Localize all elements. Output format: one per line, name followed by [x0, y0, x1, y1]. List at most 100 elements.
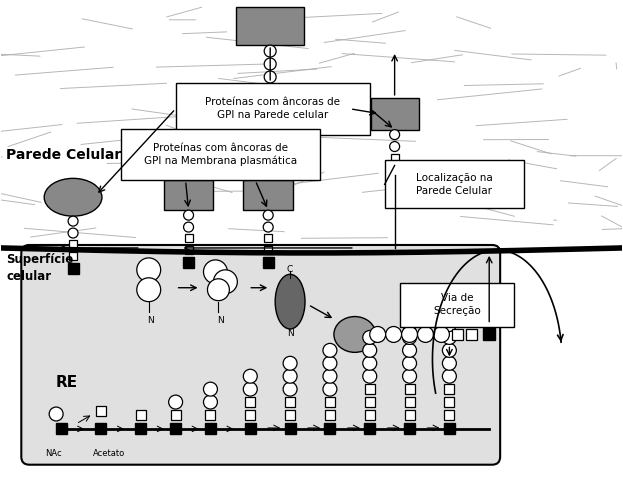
Bar: [364, 424, 375, 434]
FancyBboxPatch shape: [384, 161, 524, 208]
Bar: [325, 410, 335, 420]
Circle shape: [442, 343, 457, 357]
Circle shape: [137, 278, 161, 302]
Circle shape: [402, 331, 417, 345]
Bar: [285, 397, 295, 407]
Circle shape: [169, 395, 183, 409]
Bar: [96, 406, 106, 416]
Bar: [285, 424, 295, 434]
Circle shape: [402, 369, 417, 383]
Circle shape: [442, 318, 457, 332]
Bar: [265, 109, 275, 120]
Circle shape: [204, 260, 227, 284]
Circle shape: [184, 210, 194, 220]
Bar: [444, 424, 455, 434]
Circle shape: [263, 222, 273, 232]
Bar: [325, 397, 335, 407]
Text: Superfície
celular: Superfície celular: [6, 253, 74, 283]
Bar: [391, 165, 399, 174]
Circle shape: [323, 369, 337, 383]
Bar: [184, 246, 193, 254]
Bar: [466, 329, 477, 340]
Text: Proteínas com âncoras de
GPI na Parede celular: Proteínas com âncoras de GPI na Parede c…: [205, 97, 340, 120]
Bar: [444, 384, 454, 394]
Bar: [404, 410, 414, 420]
Bar: [404, 384, 414, 394]
Text: Proteínas com âncoras de
GPI na Membrana plasmática: Proteínas com âncoras de GPI na Membrana…: [144, 143, 297, 166]
FancyBboxPatch shape: [176, 83, 369, 134]
Bar: [325, 424, 335, 434]
Bar: [184, 234, 193, 242]
Bar: [67, 263, 78, 274]
Bar: [389, 177, 400, 188]
Text: Localização na
Parede Celular: Localização na Parede Celular: [416, 173, 493, 196]
Bar: [135, 424, 146, 434]
Ellipse shape: [44, 178, 102, 216]
Bar: [245, 424, 256, 434]
Bar: [206, 410, 216, 420]
Bar: [364, 410, 374, 420]
Bar: [364, 397, 374, 407]
FancyBboxPatch shape: [399, 283, 514, 326]
Circle shape: [68, 216, 78, 226]
Bar: [170, 424, 181, 434]
Circle shape: [264, 58, 276, 70]
Circle shape: [389, 142, 399, 151]
Text: N: N: [287, 330, 293, 338]
Circle shape: [184, 222, 194, 232]
Circle shape: [386, 326, 402, 342]
Text: Via de
Secreção: Via de Secreção: [433, 293, 481, 316]
Bar: [69, 252, 77, 260]
Ellipse shape: [334, 317, 376, 352]
Bar: [391, 153, 399, 161]
Circle shape: [323, 382, 337, 396]
Circle shape: [214, 270, 237, 294]
Circle shape: [204, 395, 217, 409]
Circle shape: [402, 326, 417, 342]
Circle shape: [283, 382, 297, 396]
Bar: [264, 234, 272, 242]
Circle shape: [402, 318, 417, 332]
Circle shape: [204, 382, 217, 396]
Bar: [244, 180, 293, 210]
Bar: [205, 424, 216, 434]
Text: N: N: [217, 316, 224, 324]
Bar: [404, 397, 414, 407]
Text: Acetato: Acetato: [93, 449, 125, 458]
Bar: [371, 98, 419, 130]
Bar: [404, 424, 415, 434]
Bar: [483, 329, 495, 340]
Circle shape: [68, 228, 78, 238]
Bar: [69, 240, 77, 248]
Bar: [364, 384, 374, 394]
Circle shape: [264, 71, 276, 83]
Text: N: N: [148, 316, 154, 324]
Bar: [285, 410, 295, 420]
Bar: [164, 180, 214, 210]
Circle shape: [263, 210, 273, 220]
Bar: [55, 424, 67, 434]
Circle shape: [49, 407, 63, 421]
Bar: [171, 410, 181, 420]
Circle shape: [363, 369, 377, 383]
Bar: [263, 257, 273, 268]
Circle shape: [417, 326, 434, 342]
Circle shape: [323, 343, 337, 357]
Circle shape: [207, 279, 229, 301]
Text: RE: RE: [56, 375, 78, 389]
Bar: [452, 329, 463, 340]
FancyBboxPatch shape: [21, 245, 500, 465]
Circle shape: [363, 331, 377, 345]
Bar: [265, 97, 275, 106]
Circle shape: [264, 45, 276, 57]
Circle shape: [363, 356, 377, 370]
Circle shape: [402, 343, 417, 357]
Circle shape: [283, 369, 297, 383]
Circle shape: [442, 356, 457, 370]
Circle shape: [137, 258, 161, 282]
Bar: [183, 257, 194, 268]
Bar: [245, 397, 255, 407]
Text: Parede Celular: Parede Celular: [6, 148, 121, 162]
Circle shape: [369, 326, 386, 342]
Circle shape: [434, 326, 449, 342]
